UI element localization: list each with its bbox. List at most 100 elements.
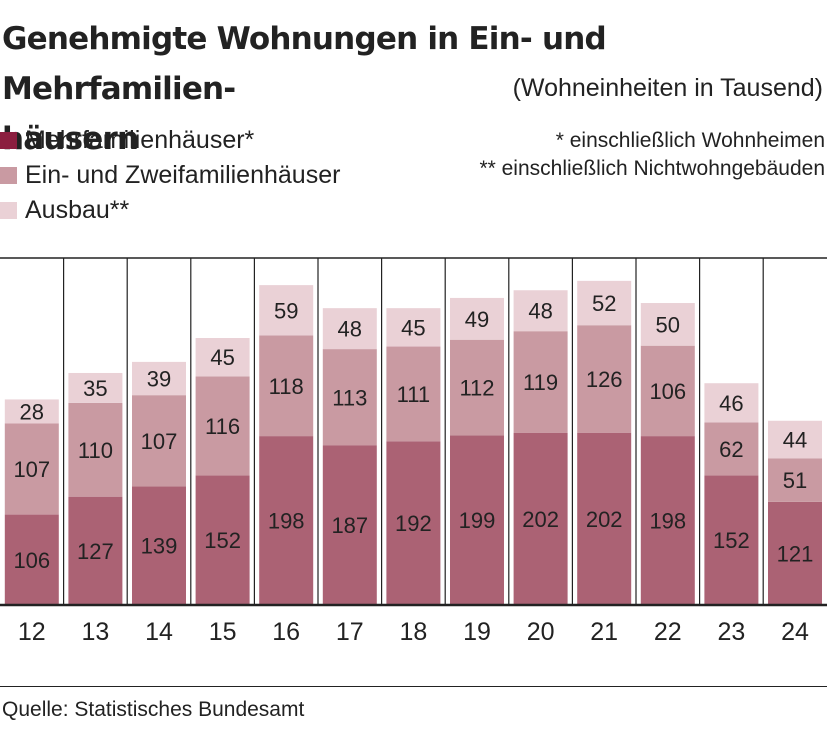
chart-title-line-2: häusern	[2, 121, 139, 157]
bar-extension-14	[132, 361, 186, 396]
bar-extension-19	[450, 297, 504, 340]
bar-extension-18	[386, 308, 441, 347]
bar-one-two-23	[704, 422, 759, 476]
data-label-extension-23: 46	[719, 391, 743, 416]
bar-multi-13	[68, 496, 123, 605]
data-label-multi-20: 202	[522, 507, 559, 532]
bar-extension-23	[704, 383, 759, 423]
legend-label-one-two: Ein- und Zweifamilienhäuser	[25, 161, 341, 189]
data-label-multi-23: 152	[713, 528, 750, 553]
bar-extension-16	[259, 285, 314, 336]
bar-multi-20	[513, 432, 568, 605]
x-tick-label-14: 14	[145, 618, 173, 646]
bar-one-two-12	[4, 423, 59, 515]
data-label-extension-22: 50	[656, 312, 680, 337]
legend-swatch-one-two	[0, 167, 17, 184]
x-tick-label-23: 23	[717, 618, 745, 646]
legend-label-extension: Ausbau**	[25, 196, 130, 224]
footnotes: * einschließlich Wohnheimen ** einschlie…	[479, 127, 825, 183]
data-label-multi-16: 198	[268, 509, 305, 534]
data-label-extension-13: 35	[83, 376, 107, 401]
data-label-extension-18: 45	[401, 315, 425, 340]
data-label-multi-14: 139	[141, 534, 178, 559]
bar-extension-24	[768, 420, 822, 459]
chart-subtitle: (Wohneinheiten in Tausend)	[512, 74, 823, 102]
x-tick-label-15: 15	[209, 618, 237, 646]
source-divider	[0, 686, 827, 687]
bar-multi-17	[322, 445, 377, 605]
data-label-one-two-21: 126	[586, 367, 623, 392]
bar-multi-22	[640, 436, 695, 605]
data-label-extension-12: 28	[20, 399, 44, 424]
data-label-extension-20: 48	[528, 299, 552, 324]
bar-multi-19	[450, 435, 504, 605]
bar-one-two-24	[768, 458, 822, 502]
bar-extension-13	[68, 372, 123, 403]
footnote-2: ** einschließlich Nichtwohngebäuden	[479, 157, 825, 180]
bar-one-two-19	[450, 339, 504, 436]
data-label-multi-13: 127	[77, 539, 114, 564]
data-label-multi-18: 192	[395, 511, 432, 536]
legend-swatch-multi	[0, 132, 17, 149]
data-label-multi-12: 106	[13, 548, 50, 573]
data-label-one-two-22: 106	[649, 379, 686, 404]
data-label-one-two-19: 112	[459, 375, 494, 400]
legend-item-extension: Ausbau**	[0, 193, 340, 228]
data-label-one-two-18: 111	[397, 382, 430, 407]
data-label-extension-21: 52	[592, 291, 616, 316]
data-label-one-two-24: 51	[783, 468, 807, 493]
data-label-one-two-16: 118	[269, 374, 304, 399]
data-label-extension-17: 48	[338, 317, 362, 342]
x-tick-label-16: 16	[272, 618, 300, 646]
plot-area: 1061072812127110351313910739141521164515…	[0, 257, 827, 646]
bar-multi-24	[768, 501, 822, 605]
x-tick-label-20: 20	[527, 618, 555, 646]
legend: Mehrfamilienhäuser* Ein- und Zweifamilie…	[0, 123, 340, 228]
data-label-multi-21: 202	[586, 507, 623, 532]
bar-one-two-21	[577, 325, 632, 433]
bar-extension-21	[577, 280, 632, 326]
data-label-one-two-23: 62	[719, 437, 743, 462]
data-label-extension-24: 44	[783, 428, 807, 453]
bar-one-two-20	[513, 331, 568, 433]
data-label-multi-24: 121	[777, 541, 814, 566]
data-label-one-two-15: 116	[205, 414, 240, 439]
chart-title-line-1: Genehmigte Wohnungen in Ein- und Mehrfam…	[2, 21, 607, 107]
data-label-extension-15: 45	[210, 345, 234, 370]
data-label-extension-16: 59	[274, 298, 298, 323]
bar-one-two-18	[386, 346, 441, 442]
x-tick-label-22: 22	[654, 618, 682, 646]
bar-one-two-16	[259, 335, 314, 437]
data-label-one-two-12: 107	[13, 457, 50, 482]
bar-multi-18	[386, 441, 441, 605]
bar-one-two-22	[640, 345, 695, 437]
bar-one-two-13	[68, 402, 123, 497]
data-label-extension-19: 49	[465, 307, 489, 332]
data-label-extension-14: 39	[147, 367, 171, 392]
data-label-one-two-14: 107	[141, 429, 178, 454]
x-tick-label-17: 17	[336, 618, 364, 646]
data-label-multi-15: 152	[204, 528, 241, 553]
data-label-multi-22: 198	[649, 509, 686, 534]
data-label-one-two-17: 113	[332, 385, 367, 410]
bar-one-two-17	[322, 349, 377, 446]
x-tick-label-24: 24	[781, 618, 809, 646]
x-tick-label-12: 12	[18, 618, 46, 646]
bar-multi-23	[704, 475, 759, 605]
data-label-one-two-20: 119	[523, 370, 558, 395]
x-tick-label-21: 21	[590, 618, 618, 646]
bar-extension-12	[4, 399, 59, 424]
data-label-one-two-13: 110	[78, 438, 113, 463]
x-tick-label-19: 19	[463, 618, 491, 646]
bar-extension-15	[195, 338, 250, 377]
bar-one-two-15	[195, 376, 250, 476]
x-tick-label-13: 13	[81, 618, 109, 646]
bar-extension-22	[640, 303, 695, 346]
footnote-1: * einschließlich Wohnheimen	[555, 129, 825, 152]
bar-multi-21	[577, 432, 632, 605]
bar-multi-16	[259, 436, 314, 605]
legend-swatch-extension	[0, 202, 17, 219]
bar-one-two-14	[132, 395, 186, 487]
bar-multi-12	[4, 514, 59, 605]
